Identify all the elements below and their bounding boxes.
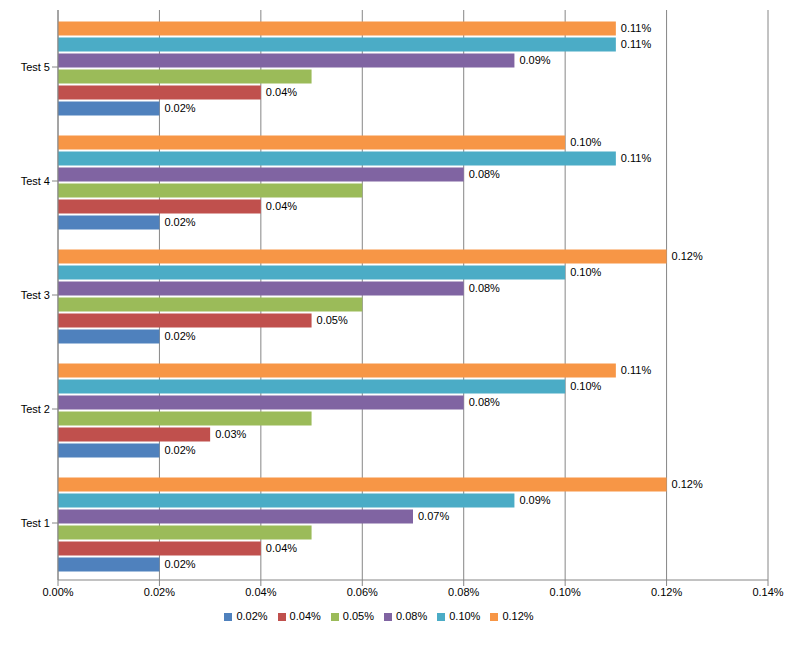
svg-text:0.02%: 0.02%	[164, 330, 195, 342]
svg-text:0.02%: 0.02%	[164, 102, 195, 114]
html-text:0.10%: 0.10%	[449, 610, 481, 622]
svg-text:0.14%: 0.14%	[752, 586, 783, 598]
svg-text:0.05%: 0.05%	[317, 314, 348, 326]
svg-text:0.07%: 0.07%	[418, 510, 449, 522]
svg-text:0.10%: 0.10%	[570, 136, 601, 148]
svg-text:Test 2: Test 2	[21, 403, 50, 415]
html-text:0.08%: 0.08%	[396, 610, 428, 622]
html-text:0.05%: 0.05%	[342, 610, 374, 622]
svg-text:0.10%: 0.10%	[570, 380, 601, 392]
svg-text:0.03%: 0.03%	[215, 428, 246, 440]
svg-text:0.08%: 0.08%	[469, 396, 500, 408]
svg-text:0.02%: 0.02%	[144, 586, 175, 598]
svg-text:0.11%: 0.11%	[621, 38, 652, 50]
svg-text:0.10%: 0.10%	[570, 266, 601, 278]
svg-text:0.10%: 0.10%	[550, 586, 581, 598]
svg-text:0.12%: 0.12%	[672, 478, 703, 490]
svg-text:Test 1: Test 1	[21, 517, 50, 529]
svg-text:0.04%: 0.04%	[245, 586, 276, 598]
svg-text:0.09%: 0.09%	[519, 54, 550, 66]
svg-text:0.02%: 0.02%	[164, 216, 195, 228]
svg-text:0.04%: 0.04%	[266, 542, 297, 554]
svg-text:0.11%: 0.11%	[621, 364, 652, 376]
svg-text:0.00%: 0.00%	[42, 586, 73, 598]
svg-text:0.02%: 0.02%	[164, 558, 195, 570]
svg-text:Test 4: Test 4	[21, 175, 50, 187]
svg-text:0.12%: 0.12%	[651, 586, 682, 598]
svg-text:0.02%: 0.02%	[164, 444, 195, 456]
html-text:0.04%: 0.04%	[289, 610, 321, 622]
svg-text:0.04%: 0.04%	[266, 200, 297, 212]
html-text:0.12%: 0.12%	[502, 610, 534, 622]
svg-text:0.08%: 0.08%	[469, 168, 500, 180]
svg-text:Test 5: Test 5	[21, 61, 50, 73]
svg-text:Test 3: Test 3	[21, 289, 50, 301]
svg-text:0.11%: 0.11%	[621, 152, 652, 164]
svg-text:0.12%: 0.12%	[672, 250, 703, 262]
svg-text:0.11%: 0.11%	[621, 22, 652, 34]
svg-text:0.06%: 0.06%	[347, 586, 378, 598]
svg-text:0.09%: 0.09%	[519, 494, 550, 506]
svg-text:0.04%: 0.04%	[266, 86, 297, 98]
html-text:0.02%: 0.02%	[236, 610, 268, 622]
svg-text:0.08%: 0.08%	[448, 586, 479, 598]
svg-text:0.08%: 0.08%	[469, 282, 500, 294]
